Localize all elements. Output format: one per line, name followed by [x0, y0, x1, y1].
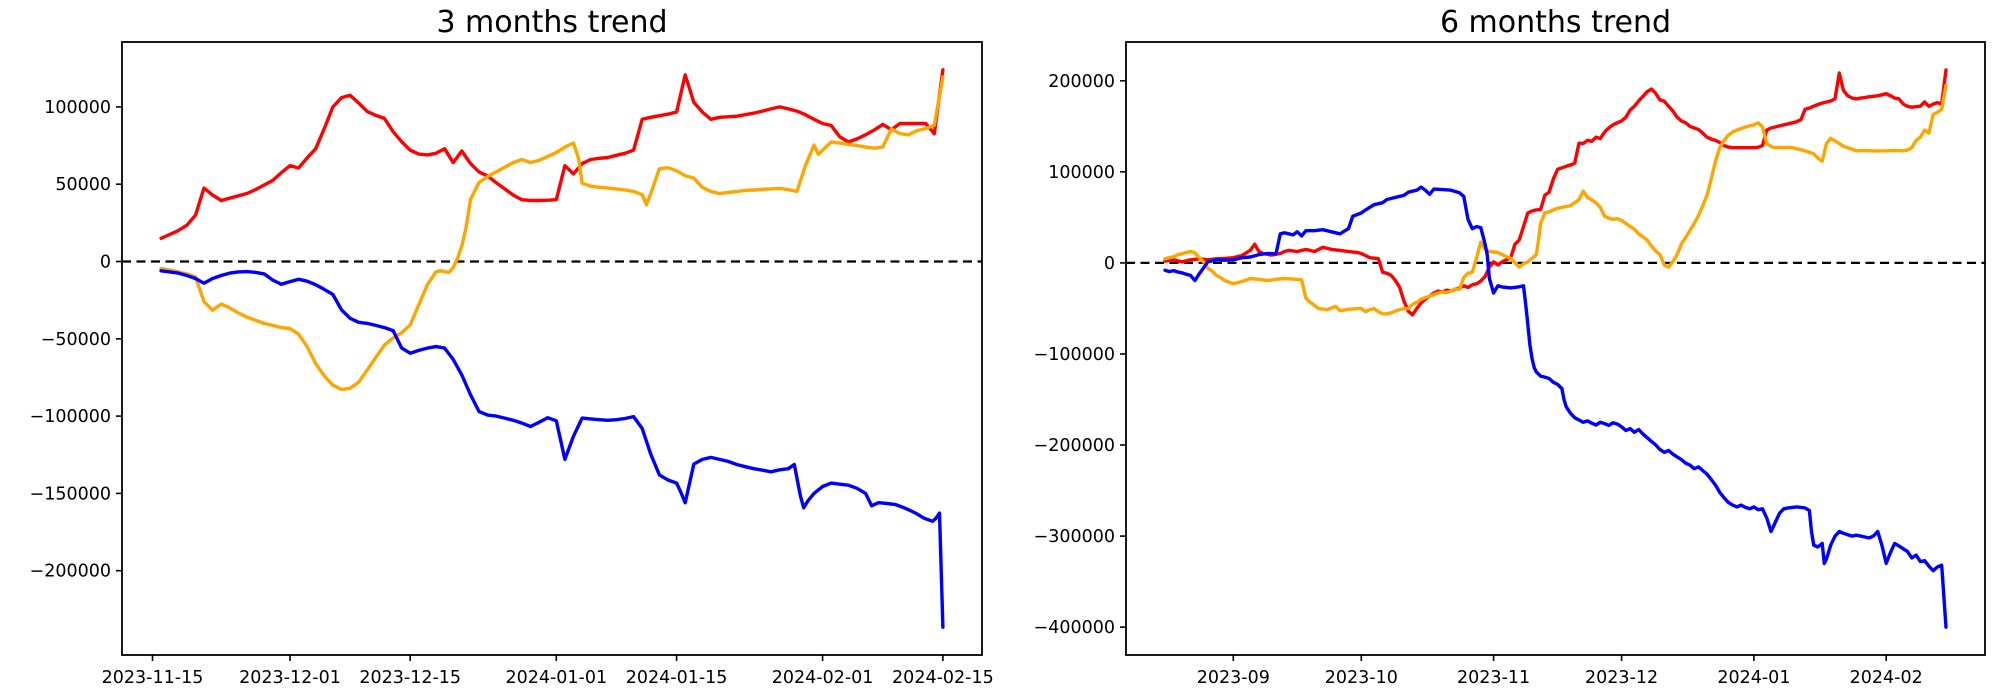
y-tick-label: −400000: [1034, 618, 1115, 638]
x-tick-label: 2023-12-15: [359, 668, 461, 688]
x-tick-label: 2024-02-15: [892, 668, 994, 688]
chart-3-months-canvas: 2023-11-15 2023-12-01 2023-12-15 2024-01-01…: [30, 41, 994, 688]
x-tick-label: 2023-11: [1457, 668, 1530, 688]
y-tick-label: 0: [100, 253, 111, 273]
chart-title-3-months: 3 months trend: [436, 5, 668, 40]
y-tick-label: −300000: [1034, 527, 1115, 547]
y-tick-label: 0: [1104, 254, 1115, 274]
x-tick-label: 2024-02-01: [772, 668, 874, 688]
y-tick-label: −100000: [30, 407, 111, 427]
series-red-line: [159, 68, 945, 241]
y-tick-label: −200000: [1034, 436, 1115, 456]
x-tick-label: 2023-10: [1325, 668, 1398, 688]
x-tick-label: 2023-12: [1585, 668, 1658, 688]
y-tick-label: −200000: [30, 562, 111, 582]
x-tick-label: 2024-02: [1850, 668, 1923, 688]
series-blue-line: [159, 269, 945, 629]
series-orange-line: [159, 75, 945, 392]
series-red-line: [1163, 68, 1948, 317]
x-tick-label: 2023-09: [1197, 668, 1270, 688]
x-tick-label: 2024-01-15: [626, 668, 728, 688]
y-tick-label: −50000: [41, 330, 111, 350]
chart-title-6-months: 6 months trend: [1439, 5, 1672, 40]
series-orange-line: [1163, 83, 1948, 316]
axes-frame: [1125, 41, 1986, 656]
x-tick-label: 2024-01: [1717, 668, 1790, 688]
y-tick-label: −100000: [1034, 345, 1115, 365]
y-tick-label: −150000: [30, 484, 111, 504]
x-tick-label: 2024-01-01: [505, 668, 607, 688]
y-tick-label: 200000: [1048, 72, 1115, 92]
y-tick-label: 100000: [1048, 163, 1115, 183]
x-tick-label: 2023-12-01: [239, 668, 341, 688]
axes-frame: [121, 41, 983, 656]
y-tick-label: 50000: [55, 175, 111, 195]
x-tick-label: 2023-11-15: [102, 668, 204, 688]
series-blue-line: [1163, 185, 1948, 629]
y-tick-label: 100000: [44, 98, 111, 118]
chart-6-months-canvas: 2023-09 2023-10 2023-11 2023-12 2024-01 2024-…: [1034, 41, 1986, 688]
